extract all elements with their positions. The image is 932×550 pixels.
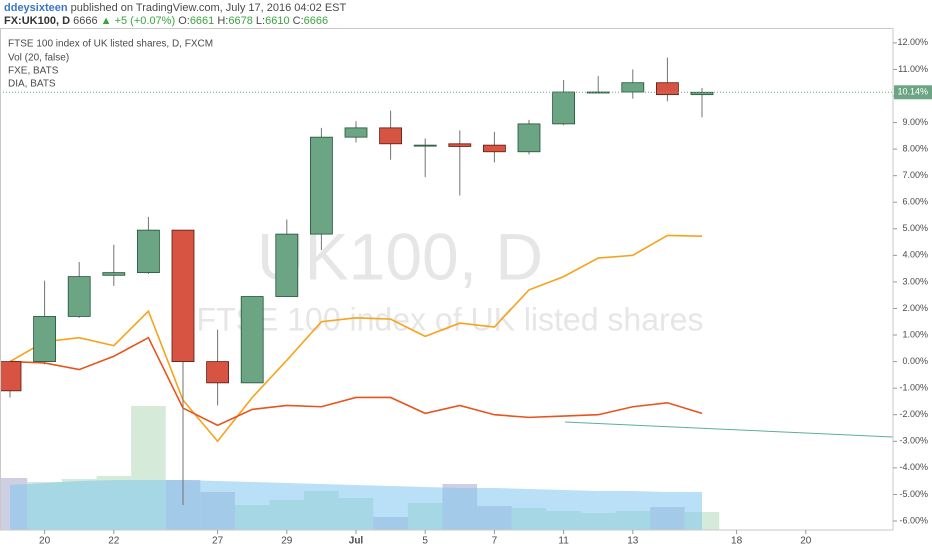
candle-body [240, 296, 264, 384]
y-tick-label: -1.00% [899, 383, 928, 393]
x-tick-label: 11 [558, 536, 569, 547]
legend-main: FTSE 100 index of UK listed shares, D, F… [8, 39, 213, 50]
legend-series: FXE, BATS [8, 66, 59, 77]
candle-body [206, 361, 230, 384]
watermark: UK100, D FTSE 100 index of UK listed sha… [197, 219, 704, 337]
y-tick-label: 2.00% [902, 303, 928, 313]
series-line [9, 234, 703, 443]
candle-body [171, 229, 195, 363]
last-price-badge [894, 85, 932, 100]
y-tick-label: 12.00% [897, 37, 928, 47]
x-tick-label: 22 [108, 536, 120, 547]
candle-body [309, 136, 333, 235]
y-tick-label: 4.00% [902, 250, 928, 260]
plot-border [0, 28, 894, 531]
candle-body [413, 144, 437, 147]
y-tick-label: 1.00% [902, 329, 928, 339]
x-tick-label: 20 [800, 536, 812, 547]
y-tick-label: 5.00% [902, 223, 928, 233]
candle-body [344, 127, 368, 138]
series-line [9, 336, 703, 427]
x-tick-label: 20 [39, 536, 51, 547]
h-value: 6678 [228, 15, 252, 27]
candle-body [517, 123, 541, 153]
o-value: 6661 [190, 15, 214, 27]
y-tick-label: -2.00% [899, 409, 928, 419]
header-line-2: FX:UK100, D 6666 ▲ +5 (+0.07%) O:6661 H:… [4, 15, 328, 27]
user: ddeysixteen [4, 2, 68, 14]
l-label: L: [256, 15, 265, 27]
symbol: FX:UK100, D [4, 15, 70, 27]
o-label: O: [178, 15, 190, 27]
l-value: 6610 [265, 15, 289, 27]
x-tick-label: 29 [281, 536, 293, 547]
volume-ma-area [10, 480, 702, 530]
legend-volume: Vol (20, false) [8, 53, 69, 64]
candle-body [379, 127, 403, 145]
legend-series: DIA, BATS [8, 79, 56, 90]
candle-body [136, 229, 160, 274]
y-tick-label: -5.00% [899, 489, 928, 499]
change: ▲ +5 (+0.07%) [101, 15, 175, 27]
candle-body [552, 91, 575, 125]
x-tick-label: 13 [627, 536, 639, 547]
y-tick-label: 9.00% [902, 117, 928, 127]
y-tick-label: 3.00% [902, 276, 928, 286]
y-tick-label: 7.00% [902, 170, 928, 180]
plot [0, 57, 893, 506]
last: 6666 [73, 15, 97, 27]
candle-body [275, 233, 299, 297]
published: published on TradingView.com, July 17, 2… [71, 2, 347, 14]
x-tick-label: 27 [212, 536, 224, 547]
candle-body [33, 316, 56, 363]
x-tick-label: Jul [349, 536, 364, 547]
y-tick-label: 8.00% [902, 143, 928, 153]
candle-body [621, 82, 645, 93]
watermark-symbol: UK100, D [257, 219, 543, 293]
y-tick-label: 6.00% [902, 197, 928, 207]
candle-body [102, 272, 126, 276]
y-tick-label: -6.00% [899, 515, 928, 525]
watermark-description: FTSE 100 index of UK listed shares [197, 301, 704, 337]
last-price-label: 10.14% [897, 87, 928, 97]
y-tick-label: 0.00% [902, 356, 928, 366]
x-tick-label: 18 [731, 536, 743, 547]
c-label: C: [293, 15, 304, 27]
candle-body [586, 91, 610, 94]
y-tick-label: 11.00% [898, 64, 928, 74]
trend-line [564, 421, 894, 438]
header-line-1: ddeysixteen published on TradingView.com… [4, 2, 347, 14]
candle-body [448, 143, 472, 147]
candle-body [656, 82, 679, 96]
y-tick-label: -3.00% [899, 436, 928, 446]
candle-body [0, 361, 22, 392]
c-value: 6666 [304, 15, 328, 27]
x-tick-label: 5 [422, 536, 428, 547]
candle-body [67, 276, 91, 317]
candle-body [482, 144, 506, 153]
x-tick-label: 7 [492, 536, 498, 547]
y-tick-label: -4.00% [899, 462, 928, 472]
h-label: H: [217, 15, 228, 27]
